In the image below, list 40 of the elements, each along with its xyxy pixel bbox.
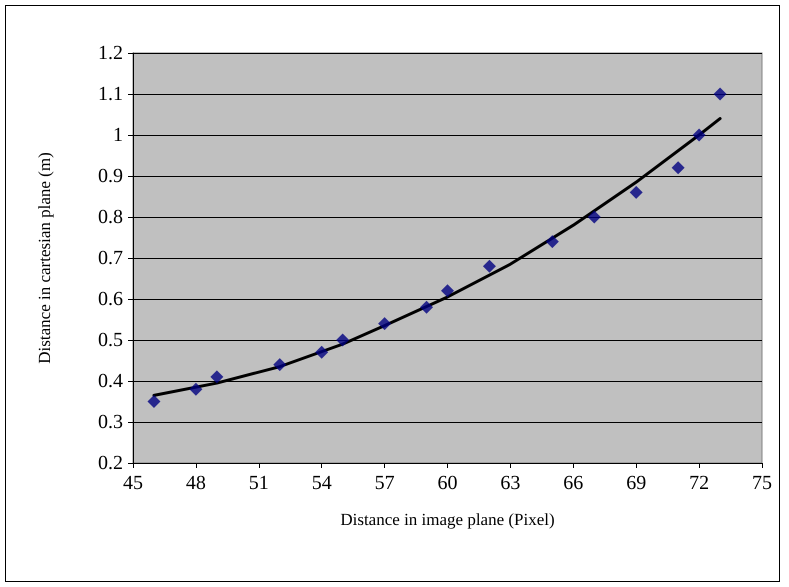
x-tick-label: 48	[186, 472, 206, 494]
x-tick-label: 51	[248, 472, 269, 494]
point	[420, 300, 434, 314]
x-tick-label: 57	[374, 472, 395, 494]
point	[441, 284, 454, 298]
x-tick-label: 60	[438, 472, 458, 494]
y-tick-label: 0.4	[98, 370, 123, 392]
x-tick-label: 75	[752, 472, 772, 494]
y-tick-label: 0.3	[98, 411, 123, 433]
point	[672, 161, 685, 174]
point	[546, 235, 559, 248]
y-axis-title: Distance in cartesian plane (m)	[35, 152, 54, 364]
x-axis-title: Distance in image plane (Pixel)	[340, 510, 555, 529]
point	[714, 88, 727, 100]
y-tick-label: 0.8	[98, 206, 123, 228]
y-tick-label: 0.9	[98, 165, 123, 187]
x-tick-label: 45	[123, 472, 143, 494]
point	[378, 317, 392, 330]
point	[336, 334, 350, 346]
y-tick-label: 1	[113, 124, 123, 146]
x-tick-label: 69	[626, 472, 646, 494]
point	[315, 346, 328, 359]
y-tick-label: 0.5	[98, 329, 123, 351]
x-tick-label: 66	[563, 472, 584, 494]
y-tick-label: 0.6	[98, 288, 123, 310]
point	[482, 260, 496, 273]
x-tick-label: 72	[689, 472, 710, 494]
y-tick-label: 0.2	[98, 452, 123, 474]
y-tick-label: 0.7	[98, 247, 123, 269]
point	[210, 370, 224, 384]
x-tick-label: 54	[312, 472, 332, 494]
point	[692, 128, 706, 142]
point	[588, 210, 601, 224]
x-tick-label: 63	[500, 472, 520, 494]
point	[147, 395, 160, 408]
point	[630, 186, 643, 199]
y-tick-label: 1.1	[98, 83, 123, 105]
y-tick-label: 1.2	[98, 42, 123, 64]
point	[273, 358, 286, 372]
point	[189, 382, 202, 396]
